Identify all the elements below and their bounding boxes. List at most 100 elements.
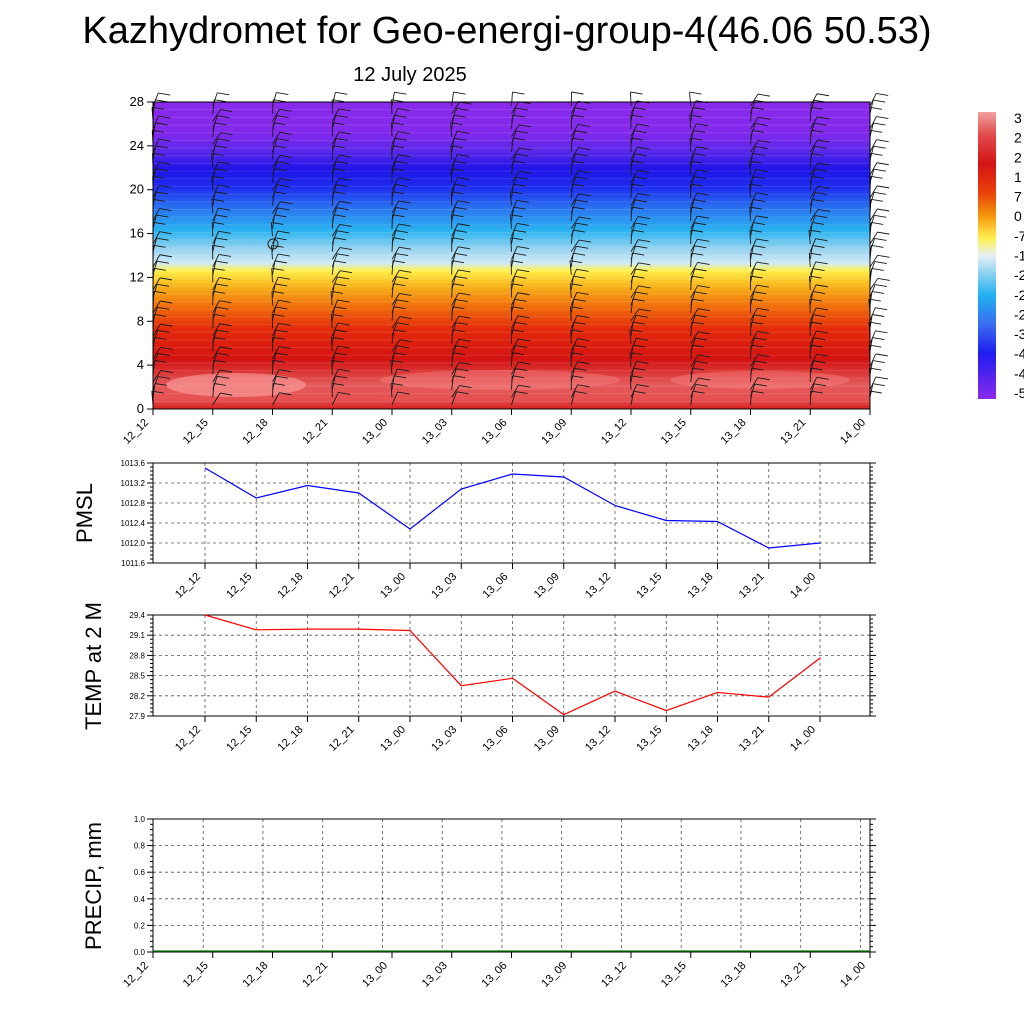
wind-barb-flag [337, 276, 350, 280]
wind-barb [451, 368, 457, 383]
temp-x-tick-label: 13_06 [481, 724, 511, 754]
wind-barb [391, 92, 395, 107]
wind-barb-flag [513, 183, 526, 187]
wind-barb-flag [154, 359, 167, 363]
wind-barb [450, 145, 453, 160]
wind-barb [272, 369, 280, 383]
wind-barb [809, 337, 814, 352]
wind-barb [630, 216, 639, 229]
wind-barb [451, 101, 460, 114]
wind-barb [690, 192, 698, 206]
wind-barb-flag [332, 145, 345, 149]
wind-barb-flag [812, 268, 825, 271]
wind-barb [152, 261, 158, 275]
wind-barb-flag [276, 375, 289, 379]
wind-barb-flag [750, 252, 763, 256]
wind-barb-flag [155, 145, 168, 149]
profile-x-tick-label: 12_18 [241, 417, 271, 447]
wind-barb [690, 275, 692, 291]
wind-barb-flag [274, 237, 287, 241]
wind-barb-flag [758, 116, 771, 120]
wind-barb [212, 323, 220, 337]
wind-barb [809, 107, 812, 122]
wind-barb-flag [694, 268, 707, 272]
wind-barb-flag [333, 214, 346, 218]
wind-barb-flag [220, 132, 233, 136]
wind-barb [630, 262, 639, 275]
wind-barb [809, 139, 818, 153]
wind-barb-flag [511, 329, 524, 333]
wind-barb-flag [214, 168, 228, 172]
wind-barb [809, 123, 815, 137]
wind-barb-flag [572, 183, 585, 187]
wind-barb-flag [335, 91, 348, 95]
wind-barb [272, 306, 276, 321]
wind-barb [630, 285, 640, 298]
wind-barb-flag [215, 237, 228, 241]
wind-barb [212, 208, 219, 222]
profile-x-tick-label: 14_00 [838, 417, 868, 447]
wind-barb-flag [219, 300, 232, 304]
wind-barb-flag [216, 329, 229, 333]
wind-barb-flag [220, 392, 233, 396]
wind-barb-flag [810, 344, 823, 348]
wind-barb [750, 261, 758, 275]
wind-barb-flag [457, 200, 470, 204]
pmsl-x-tick-label: 13_18 [686, 571, 716, 601]
wind-barb [570, 269, 577, 283]
wind-barb-flag [512, 114, 525, 118]
wind-barb [391, 115, 396, 130]
wind-barb-flag [871, 221, 884, 225]
wind-barb-flag [457, 177, 470, 180]
wind-barb-flag [396, 253, 409, 257]
wind-barb-flag [392, 237, 405, 241]
wind-barb-flag [811, 198, 825, 202]
wind-barb [690, 337, 696, 352]
wind-barb-flag [754, 360, 767, 364]
pmsl-x-tick-label: 13_21 [737, 571, 767, 601]
colorbar-label: -4 [1014, 365, 1024, 381]
colorbar-label: -4 [1014, 346, 1024, 362]
wind-barb-flag [693, 153, 706, 157]
wind-barb-flag [153, 290, 167, 294]
wind-barb [270, 222, 273, 237]
wind-barb-flag [277, 184, 290, 188]
wind-barb [391, 299, 397, 314]
wind-barb-flag [630, 91, 643, 95]
wind-barb [689, 137, 692, 153]
wind-barb-flag [576, 268, 589, 272]
wind-barb-flag [334, 352, 347, 356]
wind-barb-flag [218, 184, 231, 188]
wind-barb-flag [513, 206, 526, 210]
wind-barb-flag [399, 316, 412, 320]
wind-barb [750, 360, 756, 375]
wind-barb-flag [817, 185, 830, 189]
wind-barb-flag [573, 321, 586, 325]
wind-barb [570, 391, 576, 406]
wind-barb [630, 176, 636, 191]
wind-barb [390, 360, 393, 375]
wind-barb [331, 201, 340, 214]
wind-barb [152, 214, 157, 229]
wind-barb-flag [877, 208, 890, 212]
wind-barb-flag [339, 200, 352, 204]
wind-barb-flag [397, 108, 410, 111]
wind-barb [212, 115, 218, 130]
wind-barb [809, 238, 816, 252]
wind-barb-flag [215, 191, 228, 195]
wind-barb-flag [514, 275, 527, 279]
chart-subtitle: 12 July 2025 [353, 64, 467, 86]
wind-barb-flag [336, 161, 349, 164]
wind-barb-flag [219, 277, 232, 280]
wind-barb-flag [877, 254, 890, 258]
wind-barb-flag [458, 269, 471, 273]
wind-barb-flag [573, 298, 586, 302]
wind-barb-flag [452, 306, 465, 310]
wind-barb-flag [336, 184, 349, 188]
wind-barb-flag [698, 354, 711, 358]
wind-barb-flag [637, 216, 651, 219]
wind-barb-flag [697, 308, 711, 312]
wind-barb-flag [814, 145, 827, 149]
wind-barb [450, 168, 453, 183]
wind-barb [630, 338, 637, 352]
